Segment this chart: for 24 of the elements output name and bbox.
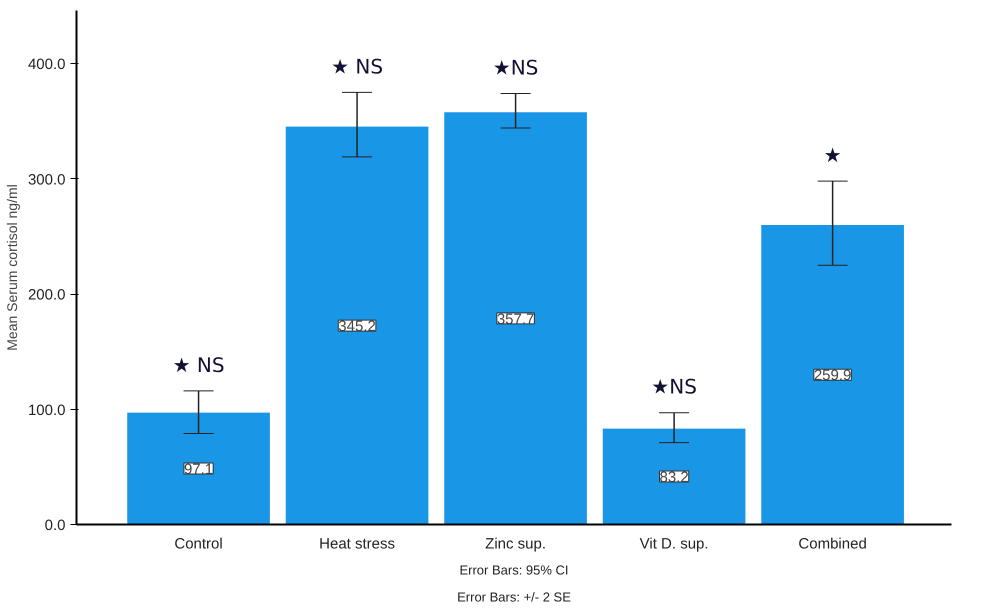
- y-tick-label: 400.0: [28, 56, 66, 74]
- annotation: ★ NS: [331, 54, 384, 78]
- data-label: 357.7: [496, 310, 534, 328]
- annotation: ★NS: [651, 374, 697, 399]
- x-tick-label: Vit D. sup.: [640, 536, 709, 552]
- annotation: ★: [824, 143, 842, 168]
- text: Error Bars: 95% CI: [459, 562, 569, 578]
- y-tick-label: 100.0: [28, 402, 66, 419]
- y-tick-label: 300.0: [28, 171, 66, 188]
- annotation: ★NS: [492, 55, 538, 80]
- x-tick-label: Control: [174, 536, 223, 552]
- x-tick-label: Combined: [798, 536, 867, 552]
- text: Error Bars: +/- 2 SE: [457, 590, 572, 604]
- y-tick-label: 200.0: [28, 286, 66, 304]
- bar: [761, 224, 904, 524]
- x-tick-label: Zinc sup.: [485, 536, 546, 552]
- bar: [127, 412, 270, 524]
- bar: [444, 112, 587, 524]
- y-tick-label: 0.0: [44, 517, 66, 534]
- bar: [286, 126, 428, 524]
- y-axis-title: Mean Serum cortisol ng/ml: [4, 184, 20, 351]
- x-tick-label: Heat stress: [319, 536, 395, 552]
- bar: [602, 428, 746, 524]
- annotation: ★ NS: [172, 352, 225, 377]
